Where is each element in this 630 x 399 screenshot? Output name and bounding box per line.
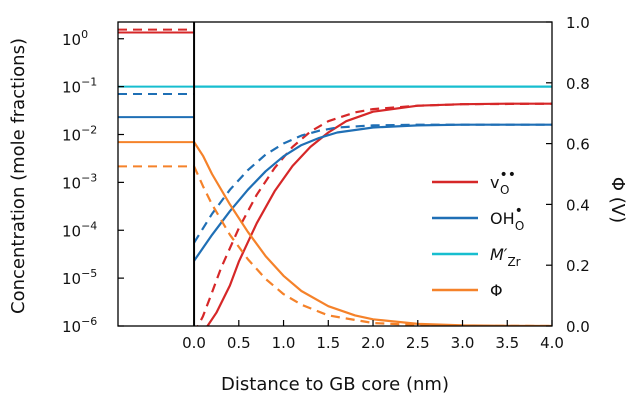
series-line-OHO-dashed — [193, 123, 552, 244]
x-tick-label: 1.5 — [316, 334, 340, 352]
y-left-tick-label: 10−4 — [62, 219, 97, 240]
y-axis-left-title: Concentration (mole fractions) — [8, 38, 29, 314]
y-right-tick-label: 0.6 — [566, 136, 590, 154]
tick-layer: 0.0 0.5 1.0 1.5 2.0 2.5 3.0 3.5 4.0 100 10−1 10−2 10… — [62, 14, 590, 352]
y-left-tick-label: 10−1 — [62, 76, 97, 97]
series-line-vO-dashed — [196, 102, 552, 326]
y-axis-right-title: Φ (V) — [607, 177, 628, 223]
y-left-tick-label: 100 — [62, 28, 88, 49]
legend-label-vO: v•• O — [490, 167, 516, 197]
x-tick-label: 2.0 — [361, 334, 385, 352]
y-left-tick-label: 10−6 — [62, 315, 97, 336]
x-tick-label: 3.5 — [495, 334, 519, 352]
legend-label-MZr: M′Zr — [490, 245, 521, 269]
x-tick-label: 0.5 — [227, 334, 251, 352]
y-right-tick-label: 0.4 — [566, 196, 590, 214]
y-left-tick-label: 10−5 — [62, 267, 97, 288]
x-tick-label: 2.5 — [406, 334, 430, 352]
y-left-tick-label: 10−2 — [62, 124, 97, 145]
legend: v•• O OH• O M′Zr Φ — [432, 167, 524, 300]
x-tick-label: 4.0 — [540, 334, 564, 352]
legend-label-OHO: OH• O — [490, 203, 524, 233]
y-right-tick-label: 0.0 — [566, 318, 590, 336]
y-right-tick-label: 0.2 — [566, 257, 590, 275]
plot-frame — [117, 21, 553, 327]
x-tick-label: 1.0 — [272, 334, 296, 352]
x-tick-label: 0.0 — [182, 334, 206, 352]
y-right-tick-label: 0.8 — [566, 75, 590, 93]
legend-label-Phi: Φ — [490, 281, 503, 300]
series-line-Phi-dashed — [193, 165, 552, 326]
x-tick-label: 3.0 — [451, 334, 475, 352]
series-layer — [118, 28, 552, 326]
series-line-Phi-solid — [193, 141, 552, 326]
y-right-tick-label: 1.0 — [566, 14, 590, 32]
y-left-tick-label: 10−3 — [62, 171, 97, 192]
x-axis-title: Distance to GB core (nm) — [221, 374, 449, 395]
